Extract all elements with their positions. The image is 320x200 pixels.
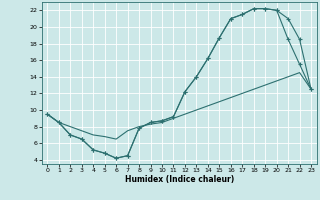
X-axis label: Humidex (Indice chaleur): Humidex (Indice chaleur) [124,175,234,184]
